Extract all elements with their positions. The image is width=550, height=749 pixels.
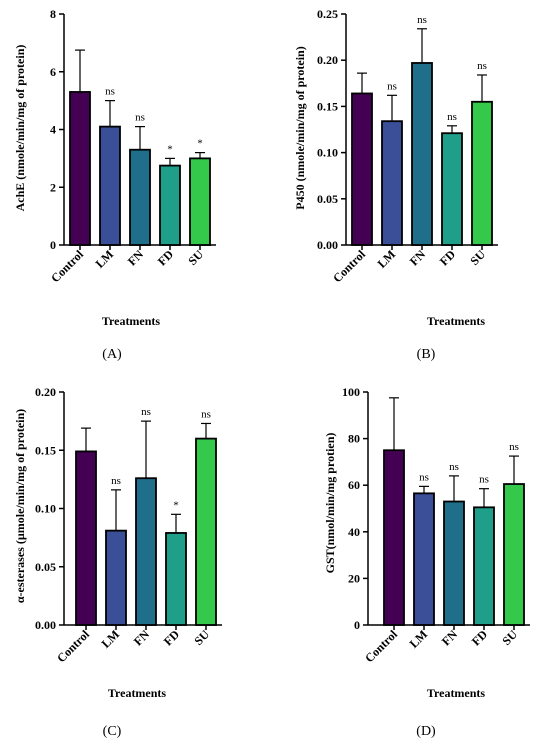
significance-label: *: [167, 143, 173, 155]
x-tick-label: LM: [407, 627, 431, 651]
x-tick-label: Control: [54, 627, 92, 665]
y-tick-label: 8: [50, 7, 56, 21]
panel-a-xlabel: Treatments: [102, 314, 161, 328]
y-tick-label: 80: [348, 432, 360, 446]
y-tick-label: 0.10: [35, 502, 56, 516]
panel-c-xlabel: Treatments: [108, 686, 167, 700]
x-tick-label: Control: [330, 247, 368, 285]
bar: [381, 120, 403, 246]
bar: [129, 148, 151, 246]
panel-b: P450 (nmole/min/mg of protein) Treatment…: [293, 7, 498, 362]
significance-label: ns: [387, 80, 397, 92]
y-tick-label: 0.20: [317, 53, 338, 67]
x-tick-label: FD: [437, 247, 458, 268]
panel-b-ylabel: P450 (nmole/min/mg of protein): [293, 46, 307, 209]
bar: [383, 449, 405, 626]
panel-b-letter: (B): [417, 347, 436, 362]
significance-label: ns: [135, 112, 145, 124]
y-tick-label: 6: [50, 65, 56, 79]
bar: [195, 437, 217, 626]
panel-c: α-esterases (µmole/min/mg of protein) Tr…: [13, 385, 222, 739]
bar: [135, 477, 157, 626]
x-tick-label: FD: [161, 627, 182, 648]
x-tick-label: LM: [99, 627, 123, 651]
panel-b-xlabel: Treatments: [427, 314, 486, 328]
y-tick-label: 20: [348, 571, 360, 585]
x-tick-label: FN: [407, 247, 428, 268]
y-tick-label: 0: [50, 238, 56, 252]
x-tick-label: SU: [499, 627, 520, 648]
y-tick-label: 40: [348, 525, 360, 539]
y-tick-label: 0.10: [317, 146, 338, 160]
significance-label: ns: [449, 461, 459, 473]
panel-a: AchE (nmole/min/mg of protein) Treatment…: [13, 7, 216, 362]
y-tick-label: 0.15: [317, 99, 338, 113]
x-tick-label: FN: [131, 627, 152, 648]
x-tick-label: FN: [439, 627, 460, 648]
bar: [159, 164, 181, 246]
bar: [99, 125, 121, 246]
bar: [351, 92, 373, 246]
y-tick-label: 0: [354, 618, 360, 632]
panel-c-letter: (C): [103, 724, 122, 739]
y-tick-label: 0.15: [35, 443, 56, 457]
bar: [503, 483, 525, 626]
significance-label: *: [173, 499, 179, 511]
significance-label: ns: [509, 441, 519, 453]
y-tick-label: 0.25: [317, 7, 338, 21]
bar: [189, 157, 211, 246]
x-tick-label: FD: [155, 247, 176, 268]
panel-d-xlabel: Treatments: [427, 686, 486, 700]
bar: [443, 500, 465, 626]
x-tick-label: FD: [469, 627, 490, 648]
panel-a-letter: (A): [102, 347, 122, 362]
bar: [473, 506, 495, 626]
significance-label: ns: [417, 14, 427, 26]
x-tick-label: SU: [185, 247, 206, 268]
y-tick-label: 0.00: [35, 618, 56, 632]
y-tick-label: 100: [342, 385, 360, 399]
bar: [441, 132, 463, 246]
x-tick-label: FN: [125, 247, 146, 268]
significance-label: ns: [201, 408, 211, 420]
significance-label: ns: [479, 474, 489, 486]
bar: [69, 91, 91, 246]
x-tick-label: SU: [191, 627, 212, 648]
significance-label: ns: [105, 86, 115, 98]
x-tick-label: LM: [93, 247, 117, 271]
significance-label: ns: [111, 475, 121, 487]
bar: [105, 529, 127, 626]
significance-label: ns: [419, 471, 429, 483]
panel-d-ylabel: GST(nmol/min/mg protien): [323, 433, 337, 574]
y-tick-label: 60: [348, 478, 360, 492]
panel-d: GST(nmol/min/mg protien) Treatments (D) …: [323, 385, 530, 739]
y-tick-label: 4: [50, 123, 56, 137]
y-tick-label: 0.00: [317, 238, 338, 252]
significance-label: ns: [141, 406, 151, 418]
significance-label: ns: [447, 111, 457, 123]
x-tick-label: SU: [467, 247, 488, 268]
bar: [471, 100, 493, 246]
y-tick-label: 0.05: [317, 192, 338, 206]
bar: [75, 450, 97, 626]
y-tick-label: 2: [50, 180, 56, 194]
bar: [413, 492, 435, 626]
panel-d-letter: (D): [416, 724, 436, 739]
x-tick-label: Control: [48, 247, 86, 285]
x-tick-label: LM: [375, 247, 399, 271]
panel-c-ylabel: α-esterases (µmole/min/mg of protein): [13, 409, 27, 603]
y-tick-label: 0.05: [35, 560, 56, 574]
bar: [411, 62, 433, 246]
x-tick-label: Control: [362, 627, 400, 665]
significance-label: ns: [477, 60, 487, 72]
y-tick-label: 0.20: [35, 385, 56, 399]
bar: [165, 532, 187, 626]
significance-label: *: [197, 138, 203, 150]
panel-a-ylabel: AchE (nmole/min/mg of protein): [13, 45, 27, 212]
